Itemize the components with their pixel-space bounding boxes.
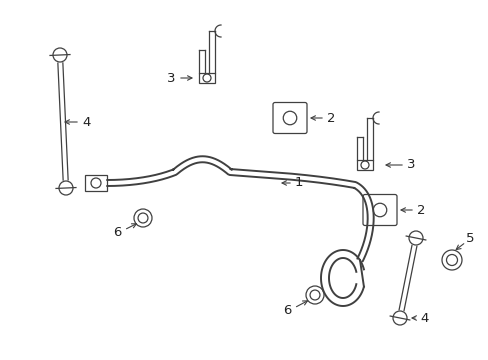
Text: 2: 2: [416, 203, 425, 216]
Text: 4: 4: [419, 311, 427, 324]
Text: 3: 3: [166, 72, 175, 85]
Bar: [356, 160, 372, 170]
Bar: [199, 73, 215, 83]
Text: 1: 1: [294, 176, 303, 189]
Bar: [85, 175, 107, 191]
Text: 6: 6: [113, 225, 122, 238]
Text: 3: 3: [406, 158, 415, 171]
Text: 5: 5: [465, 231, 473, 244]
Text: 2: 2: [326, 112, 335, 125]
Text: 4: 4: [82, 116, 90, 129]
Text: 6: 6: [283, 303, 291, 316]
